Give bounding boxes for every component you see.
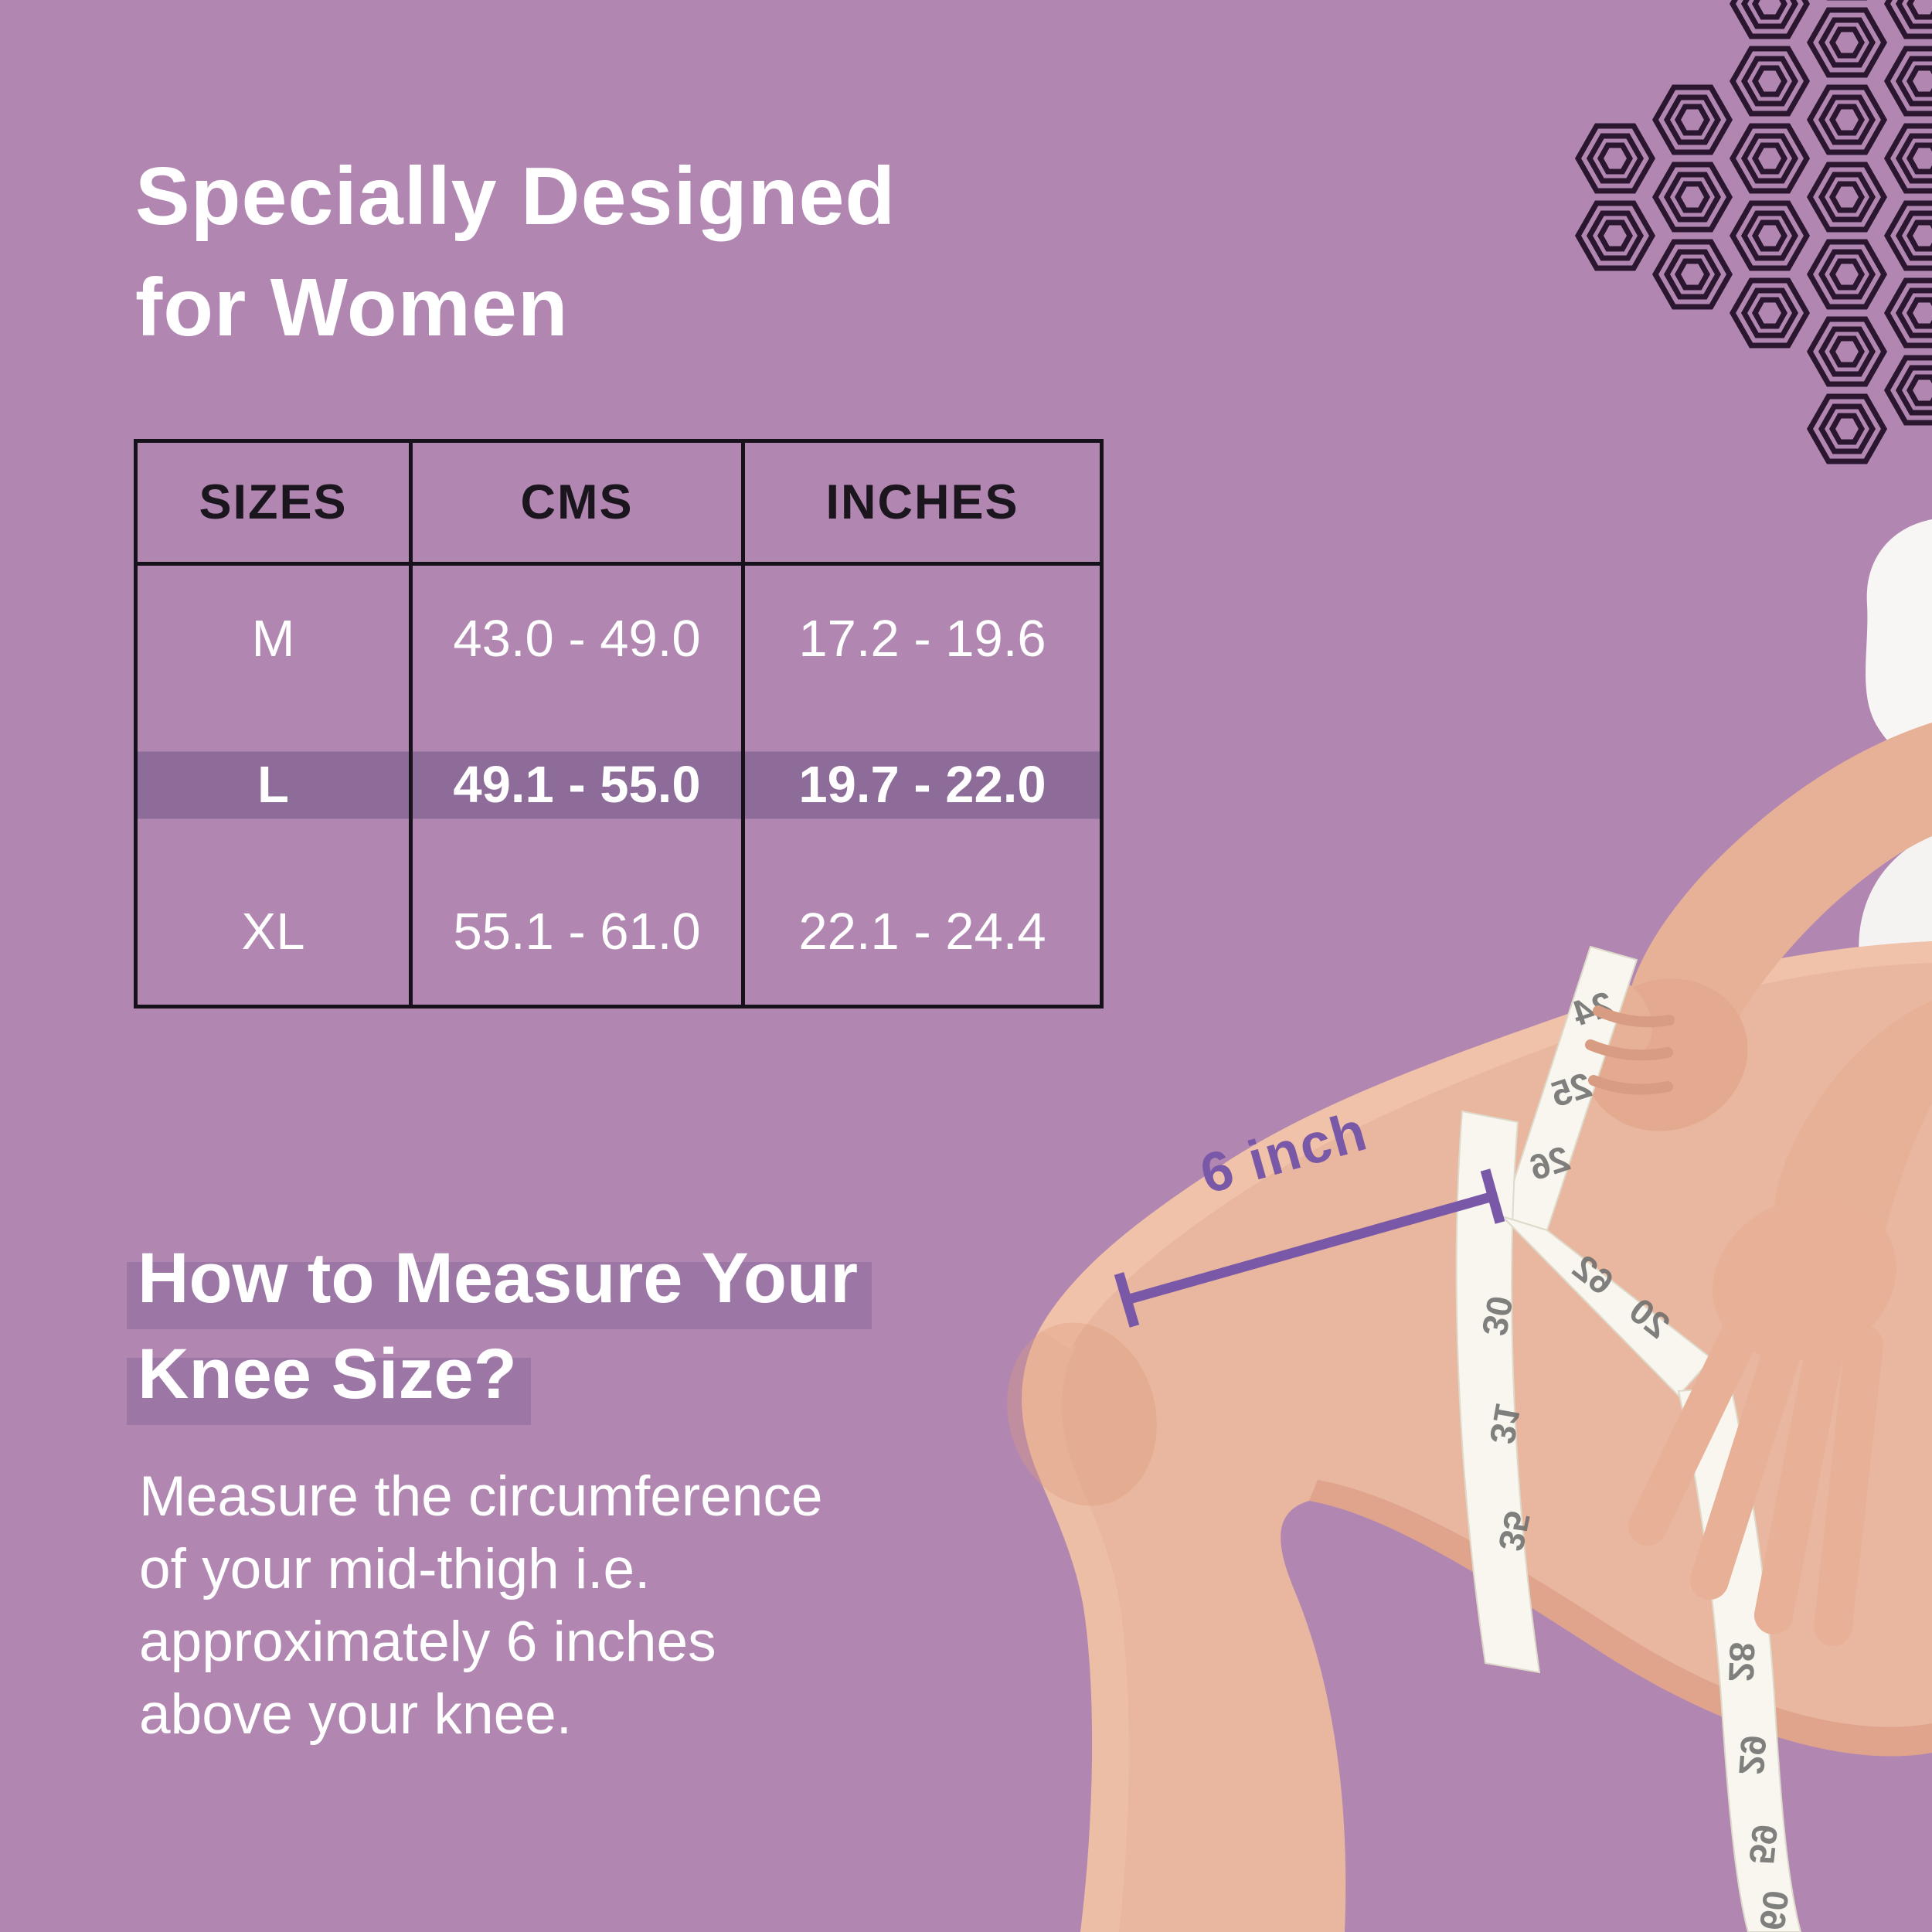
size-chart-table: SIZES CMS INCHES M 43.0 - 49.0 17.2 - 19…: [134, 439, 1104, 1009]
tape-number: 30: [1475, 1293, 1521, 1338]
tape-number: 60: [1752, 1888, 1797, 1932]
upper-forearm: [1627, 723, 1932, 1053]
measure-heading-line-1: How to Measure Your: [127, 1233, 872, 1329]
lower-hand-fingers: [1628, 1298, 1883, 1646]
tape-wrap-front: [1455, 1110, 1541, 1674]
fist-finger-lines: [1585, 1005, 1675, 1095]
measure-section: How to Measure Your Knee Size? Measure t…: [127, 1233, 872, 1752]
tape-number: 35: [1491, 1508, 1539, 1555]
measure-body-line: above your knee.: [139, 1682, 573, 1746]
column-header-sizes: SIZES: [138, 443, 413, 566]
column-header-inches: INCHES: [745, 443, 1100, 566]
page-title: Specially Designed for Women: [135, 141, 896, 363]
tape-number: 29: [1731, 1734, 1774, 1777]
table-cell-size-l: L: [138, 712, 413, 859]
calf-highlight: [1022, 1329, 1129, 1932]
table-cell-cms-m: 43.0 - 49.0: [413, 566, 745, 713]
table-cell-cms-xl: 55.1 - 61.0: [413, 858, 745, 1005]
table-cell-cms-l: 49.1 - 55.0: [413, 712, 745, 859]
measure-heading-line-2: Knee Size?: [127, 1328, 531, 1425]
measure-heading: How to Measure Your Knee Size?: [127, 1233, 872, 1425]
table-cell-inches-l: 19.7 - 22.0: [745, 712, 1100, 859]
title-line-1: Specially Designed: [135, 151, 896, 242]
column-header-cms: CMS: [413, 443, 745, 566]
tape-number: 59: [1741, 1823, 1785, 1866]
measure-body-line: Measure the circumference: [139, 1464, 823, 1528]
measure-body-text: Measure the circumference of your mid-th…: [139, 1461, 872, 1752]
table-cell-size-m: M: [138, 566, 413, 713]
title-line-2: for Women: [135, 262, 569, 354]
dimension-line: [1114, 1168, 1505, 1328]
leg-shadow: [1309, 1480, 1932, 1757]
table-cell-inches-m: 17.2 - 19.6: [798, 610, 1046, 668]
measure-body-line: of your mid-thigh i.e.: [139, 1537, 651, 1600]
table-cell-size-xl: XL: [138, 858, 413, 1005]
thigh-measurement-photo: 24 25 26 30 31 35 62 20 28 29 59 60 6 in…: [1007, 519, 1932, 1932]
tape-number: 28: [1721, 1641, 1763, 1682]
measure-body-line: approximately 6 inches: [139, 1610, 716, 1673]
shirt-sleeve: [1866, 519, 1932, 764]
tape-number: 31: [1482, 1401, 1529, 1447]
knee-shade: [1007, 1322, 1157, 1506]
table-cell-inches-xl: 22.1 - 24.4: [798, 902, 1046, 961]
